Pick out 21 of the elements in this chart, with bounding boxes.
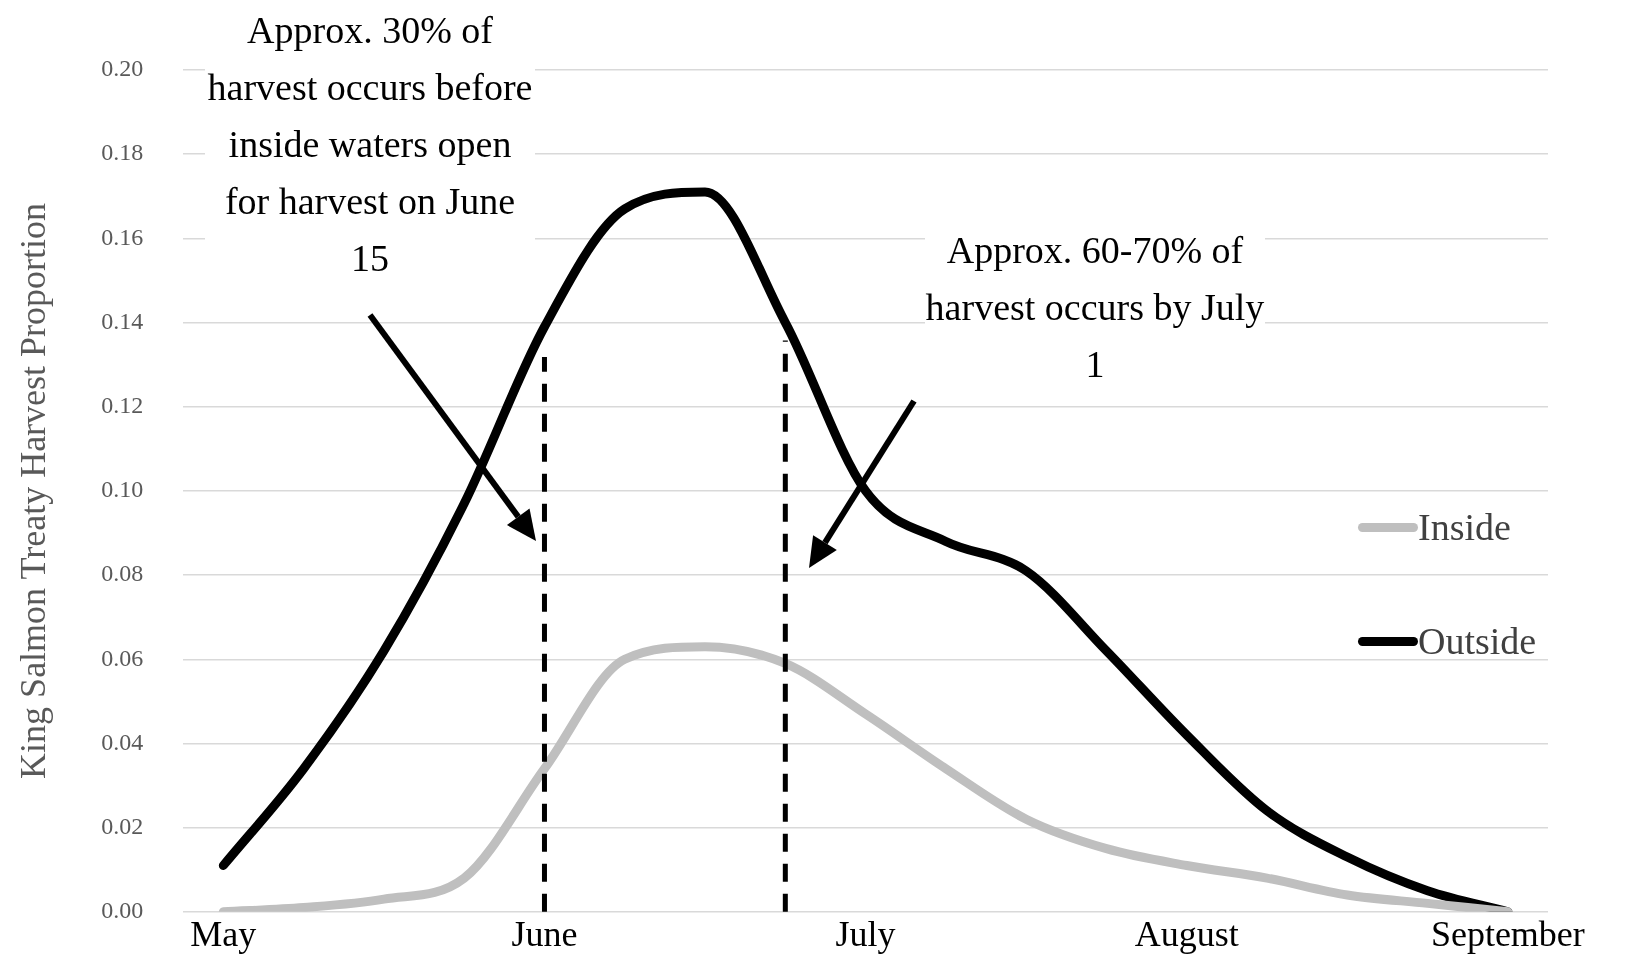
y-tick-label: 0.06: [101, 644, 144, 671]
x-tick-label: July: [835, 913, 896, 954]
x-tick-label: September: [1430, 913, 1585, 954]
y-tick-label: 0.20: [101, 55, 144, 82]
y-tick-label: 0.16: [101, 223, 144, 250]
x-tick-label: June: [511, 913, 578, 954]
legend-label: Outside: [1418, 619, 1537, 663]
annotation: Approx. 30% of harvest occurs before inside waters open for harvest on June 15: [205, 2, 535, 287]
y-axis-title: King Salmon Treaty Harvest Proportion: [13, 202, 54, 779]
legend-label: Inside: [1418, 505, 1511, 549]
annotation: Approx. 60-70% of harvest occurs by July 1: [925, 222, 1265, 393]
x-tick-label: August: [1134, 913, 1239, 954]
y-tick-label: 0.14: [101, 307, 144, 334]
y-tick-label: 0.02: [101, 812, 144, 839]
x-tick-label: May: [190, 913, 257, 954]
y-tick-label: 0.04: [101, 728, 144, 755]
y-tick-label: 0.10: [101, 476, 144, 503]
y-tick-label: 0.00: [101, 897, 144, 924]
y-tick-label: 0.12: [101, 392, 144, 419]
y-tick-label: 0.18: [101, 139, 144, 166]
y-tick-label: 0.08: [101, 560, 144, 587]
